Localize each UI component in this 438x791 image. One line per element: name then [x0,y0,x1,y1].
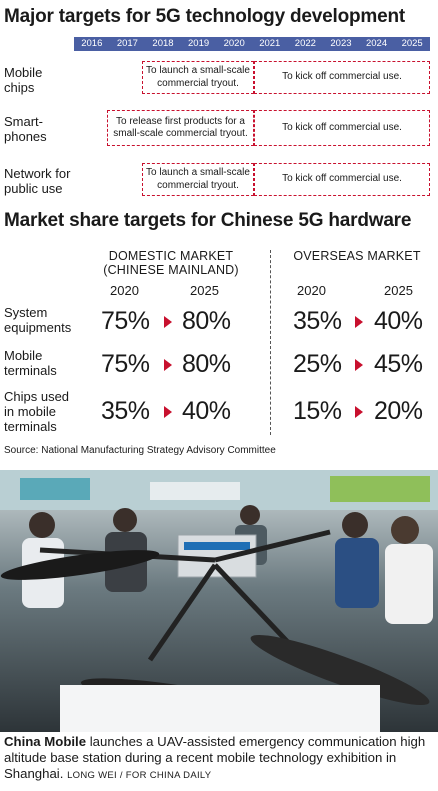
section1-title: Major targets for 5G technology developm… [4,6,406,27]
share-value: 75% [101,307,150,335]
year-label: 2016 [81,38,103,49]
share-row-label-system-equipments: System equipments [4,305,72,335]
arrow-right-icon [164,406,172,418]
market-divider [270,250,271,435]
year-header: 2020 [297,283,326,298]
year-label: 2018 [152,38,174,49]
arrow-right-icon [355,359,363,371]
year-label: 2021 [259,38,281,49]
target-box-tryout: To launch a small-scale commercial tryou… [142,61,254,94]
share-value: 35% [293,307,342,335]
year-header: 2025 [190,283,219,298]
year-label: 2022 [294,38,316,49]
share-value: 40% [182,397,231,425]
share-value: 40% [374,307,423,335]
photo-caption: China Mobile launches a UAV-assisted eme… [4,734,434,784]
caption-text: launches a UAV-assisted emergency commun… [4,734,426,781]
photo-credit: LONG WEI / FOR CHINA DAILY [67,770,212,781]
target-box-release: To release first products for a small-sc… [107,110,254,146]
target-row-label-network: Network for public use [4,166,71,196]
target-box-commercial: To kick off commercial use. [254,163,430,196]
year-bar: 2016 2017 2018 2019 2020 2021 2022 2023 … [74,37,430,51]
target-box-commercial: To kick off commercial use. [254,110,430,146]
arrow-right-icon [355,406,363,418]
year-label: 2019 [188,38,210,49]
arrow-right-icon [164,359,172,371]
share-value: 45% [374,350,423,378]
share-value: 20% [374,397,423,425]
share-value: 80% [182,307,231,335]
year-header: 2025 [384,283,413,298]
overseas-market-header: OVERSEAS MARKET [293,249,421,263]
target-box-commercial: To kick off commercial use. [254,61,430,94]
source-note: Source: National Manufacturing Strategy … [4,445,276,456]
share-value: 80% [182,350,231,378]
exhibition-photo [0,470,438,732]
domestic-market-header: DOMESTIC MARKET (CHINESE MAINLAND) [103,249,239,277]
target-box-tryout: To launch a small-scale commercial tryou… [142,163,254,196]
arrow-right-icon [355,316,363,328]
caption-company: China Mobile [4,734,87,749]
section2-title: Market share targets for Chinese 5G hard… [4,210,412,231]
year-header: 2020 [110,283,139,298]
share-value: 15% [293,397,342,425]
year-label: 2020 [223,38,245,49]
year-label: 2023 [330,38,352,49]
share-row-label-chips: Chips used in mobile terminals [4,389,70,434]
share-value: 35% [101,397,150,425]
year-label: 2017 [116,38,138,49]
year-label: 2025 [401,38,423,49]
share-value: 25% [293,350,342,378]
year-label: 2024 [365,38,388,49]
share-value: 75% [101,350,150,378]
target-row-label-mobile-chips: Mobile chips [4,65,43,95]
target-row-label-smartphones: Smart- phones [4,114,47,144]
arrow-right-icon [164,316,172,328]
share-row-label-mobile-terminals: Mobile terminals [4,348,57,378]
